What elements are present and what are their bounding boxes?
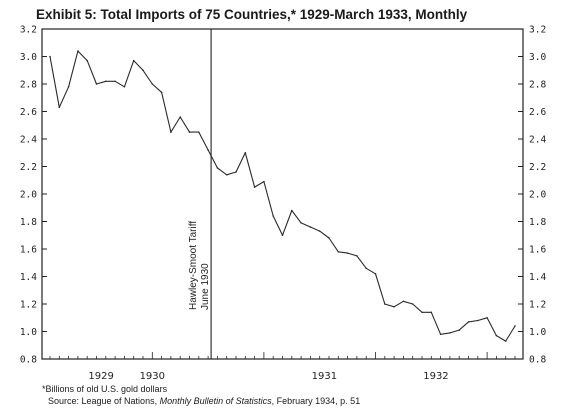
y-tick-label-right: 2.0 — [529, 190, 546, 201]
y-tick-label-left: 1.6 — [20, 245, 37, 256]
data-point — [132, 59, 135, 62]
footnote-units: *Billions of old U.S. gold dollars — [42, 384, 168, 394]
data-point — [430, 311, 433, 314]
data-point — [486, 316, 488, 319]
y-tick-label-left: 0.8 — [20, 355, 37, 366]
y-tick-label-right: 1.8 — [529, 217, 546, 228]
data-point — [272, 215, 275, 217]
data-point — [160, 91, 163, 94]
annotation-sublabel: June 1930 — [200, 263, 211, 310]
y-tick-label-left: 2.8 — [20, 80, 37, 91]
y-tick-label-right: 0.8 — [529, 355, 546, 366]
data-point — [77, 50, 79, 52]
data-point — [151, 83, 154, 85]
data-point — [514, 325, 516, 327]
x-tick-label: 1930 — [140, 371, 165, 382]
source-note: Source: League of Nations, Monthly Bulle… — [48, 396, 360, 406]
data-point — [291, 209, 293, 212]
y-tick-label-right: 1.2 — [529, 300, 546, 311]
plot-frame — [41, 28, 524, 360]
x-tick-label: 1929 — [88, 371, 113, 382]
y-tick-label-left: 1.2 — [20, 300, 37, 311]
source-prefix: Source: League of Nations, — [48, 396, 160, 406]
data-point — [281, 234, 284, 237]
y-tick-label-left: 1.8 — [20, 217, 37, 228]
data-point — [142, 69, 144, 72]
data-point — [328, 237, 330, 239]
y-tick-label-left: 3.0 — [20, 52, 37, 63]
data-point — [86, 59, 88, 62]
y-tick-label-right: 3.2 — [529, 25, 546, 36]
source-suffix: , February 1934, p. 51 — [271, 396, 361, 406]
data-point — [207, 149, 209, 151]
data-point — [421, 311, 423, 314]
data-point — [337, 250, 340, 253]
x-tick-label: 1931 — [312, 371, 337, 382]
data-point — [477, 319, 479, 322]
data-point — [244, 151, 247, 154]
data-point — [495, 334, 498, 337]
y-tick-label-left: 2.6 — [20, 107, 37, 118]
data-point — [458, 329, 461, 331]
series-line — [49, 50, 516, 342]
data-point — [95, 83, 98, 85]
y-tick-label-right: 2.2 — [529, 162, 546, 173]
data-point — [67, 85, 70, 88]
data-point — [439, 333, 442, 336]
data-point — [263, 180, 265, 183]
data-point — [393, 305, 395, 308]
y-tick-label-left: 2.4 — [20, 135, 37, 146]
data-point — [346, 252, 349, 254]
data-point — [179, 116, 181, 118]
annotation-label-group: Hawley-Smoot Tariff June 1930 — [188, 221, 211, 310]
data-point — [384, 303, 386, 305]
data-point — [402, 300, 405, 303]
source-publication: Monthly Bulletin of Statistics — [159, 396, 272, 406]
data-point — [114, 80, 116, 83]
y-tick-label-right: 2.6 — [529, 107, 546, 118]
data-point — [225, 173, 228, 176]
annotation-label: Hawley-Smoot Tariff — [188, 221, 199, 310]
data-point — [105, 80, 107, 83]
y-tick-label-right: 1.4 — [529, 272, 546, 283]
data-point — [123, 85, 126, 88]
data-point — [235, 171, 237, 173]
data-point — [309, 226, 312, 228]
y-tick-label-left: 2.0 — [20, 190, 37, 201]
y-tick-label-left: 1.0 — [20, 327, 37, 338]
data-point — [504, 340, 507, 342]
y-tick-label-right: 2.8 — [529, 80, 546, 91]
y-tick-label-left: 1.4 — [20, 272, 37, 283]
y-tick-label-right: 1.0 — [529, 327, 546, 338]
y-tick-label-right: 1.6 — [529, 245, 546, 256]
data-point — [300, 222, 302, 224]
data-point — [58, 106, 61, 109]
data-point — [467, 321, 470, 323]
data-point — [198, 131, 200, 133]
data-point — [49, 55, 51, 58]
data-point — [253, 186, 256, 188]
data-point — [216, 167, 219, 169]
data-point — [411, 303, 414, 305]
data-point — [318, 230, 321, 232]
y-tick-label-left: 3.2 — [20, 25, 37, 36]
chart-title: Exhibit 5: Total Imports of 75 Countries… — [36, 7, 468, 22]
data-point — [188, 131, 191, 133]
y-tick-label-right: 2.4 — [529, 135, 546, 146]
y-tick-label-left: 2.2 — [20, 162, 37, 173]
data-point — [449, 332, 451, 334]
data-point — [170, 131, 172, 133]
x-tick-label: 1932 — [423, 371, 448, 382]
y-tick-label-right: 3.0 — [529, 52, 546, 63]
data-point — [374, 272, 377, 275]
data-point — [356, 255, 358, 257]
data-point — [365, 267, 368, 270]
